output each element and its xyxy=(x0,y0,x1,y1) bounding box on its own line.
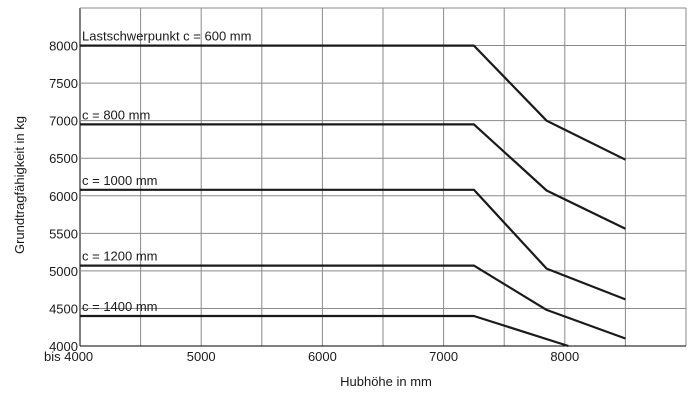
y-axis-ticks: 4000 4500 5000 5500 6000 6500 7000 7500 8000 xyxy=(49,39,78,354)
grid xyxy=(79,7,687,347)
x-axis-label: Hubhöhe in mm xyxy=(340,374,432,389)
y-tick-label: 5500 xyxy=(49,226,78,241)
series-line-5 xyxy=(80,314,569,348)
series-line-4 xyxy=(80,264,626,340)
series-line-3 xyxy=(80,188,626,301)
series-labels: Lastschwerpunkt c = 600 mm c = 800 mm c = … xyxy=(82,29,251,314)
series-label-2: c = 800 mm xyxy=(82,107,150,122)
x-tick-label: bis 4000 xyxy=(44,349,93,364)
x-axis-ticks: bis 4000 5000 6000 7000 8000 xyxy=(44,349,579,364)
y-tick-label: 7500 xyxy=(49,76,78,91)
y-tick-label: 7000 xyxy=(49,114,78,129)
y-tick-label: 4000 xyxy=(49,339,78,354)
series-label-1: Lastschwerpunkt c = 600 mm xyxy=(82,29,251,44)
x-tick-label: 8000 xyxy=(550,349,579,364)
series-lines xyxy=(80,44,626,348)
y-tick-label: 6500 xyxy=(49,151,78,166)
series-label-5: c = 1400 mm xyxy=(82,299,158,314)
series-label-4: c = 1200 mm xyxy=(82,249,158,264)
series-line-2 xyxy=(80,123,626,230)
y-tick-label: 6000 xyxy=(49,189,78,204)
y-tick-label: 4500 xyxy=(49,301,78,316)
y-tick-label: 5000 xyxy=(49,264,78,279)
x-tick-label: 5000 xyxy=(187,349,216,364)
x-tick-label: 6000 xyxy=(308,349,337,364)
x-tick-label: 7000 xyxy=(429,349,458,364)
y-axis-label: Grundtragfähigkeit in kg xyxy=(12,116,27,254)
y-tick-label: 8000 xyxy=(49,39,78,54)
series-label-3: c = 1000 mm xyxy=(82,173,158,188)
series-line-1 xyxy=(80,44,626,161)
